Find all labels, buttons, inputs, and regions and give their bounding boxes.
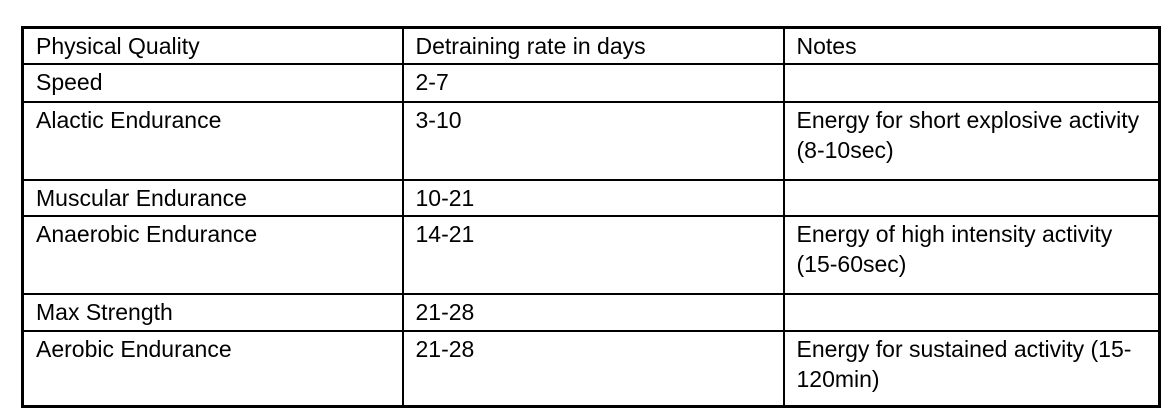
table-row-aerobic-endurance: Aerobic Endurance 21-28 Energy for susta…: [21, 330, 1161, 407]
rate-cell: 10-21: [401, 179, 785, 217]
table-row-max-strength: Max Strength 21-28: [21, 293, 1161, 332]
table-row-speed: Speed 2-7: [21, 63, 1161, 103]
table-container: Physical Quality Detraining rate in days…: [21, 26, 1161, 408]
notes-cell: [782, 179, 1161, 217]
quality-cell: Aerobic Endurance: [21, 330, 404, 407]
table-row-alactic-endurance: Alactic Endurance 3-10 Energy for short …: [21, 101, 1161, 181]
rate-cell: 21-28: [401, 330, 785, 407]
notes-cell: Energy for sustained activity (15-120min…: [782, 330, 1161, 407]
notes-cell: Energy of high intensity activity (15-60…: [782, 215, 1161, 295]
column-header-notes: Notes: [782, 26, 1161, 65]
column-header-detraining-rate: Detraining rate in days: [401, 26, 785, 65]
rate-cell: 14-21: [401, 215, 785, 295]
rate-cell: 21-28: [401, 293, 785, 332]
rate-cell: 3-10: [401, 101, 785, 181]
table-header-row: Physical Quality Detraining rate in days…: [21, 26, 1161, 65]
quality-cell: Muscular Endurance: [21, 179, 404, 217]
detraining-table: Physical Quality Detraining rate in days…: [21, 26, 1161, 408]
rate-cell: 2-7: [401, 63, 785, 103]
quality-cell: Max Strength: [21, 293, 404, 332]
notes-cell: Energy for short explosive activity (8-1…: [782, 101, 1161, 181]
quality-cell: Anaerobic Endurance: [21, 215, 404, 295]
notes-cell: [782, 63, 1161, 103]
notes-cell: [782, 293, 1161, 332]
quality-cell: Alactic Endurance: [21, 101, 404, 181]
table-row-muscular-endurance: Muscular Endurance 10-21: [21, 179, 1161, 217]
quality-cell: Speed: [21, 63, 404, 103]
column-header-physical-quality: Physical Quality: [21, 26, 404, 65]
table-row-anaerobic-endurance: Anaerobic Endurance 14-21 Energy of high…: [21, 215, 1161, 295]
